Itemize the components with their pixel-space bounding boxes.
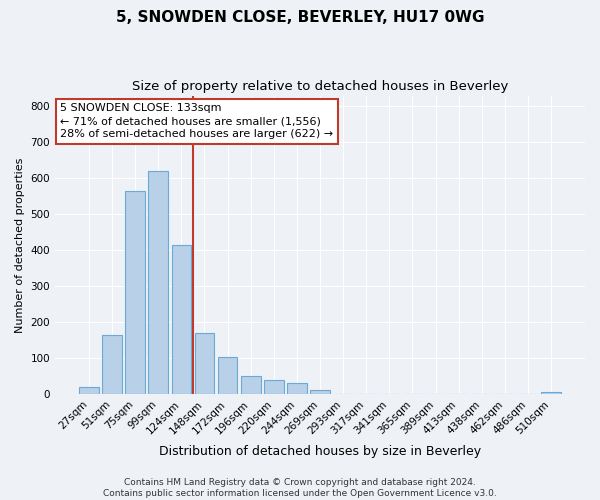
Bar xyxy=(241,376,260,394)
Title: Size of property relative to detached houses in Beverley: Size of property relative to detached ho… xyxy=(132,80,508,93)
Bar xyxy=(541,392,561,394)
Bar xyxy=(79,387,99,394)
Bar xyxy=(310,390,330,394)
Bar xyxy=(287,382,307,394)
Bar xyxy=(125,191,145,394)
Bar xyxy=(102,335,122,394)
Bar xyxy=(264,380,284,394)
Y-axis label: Number of detached properties: Number of detached properties xyxy=(15,158,25,332)
Text: Contains HM Land Registry data © Crown copyright and database right 2024.
Contai: Contains HM Land Registry data © Crown c… xyxy=(103,478,497,498)
Bar xyxy=(172,245,191,394)
X-axis label: Distribution of detached houses by size in Beverley: Distribution of detached houses by size … xyxy=(159,444,481,458)
Bar xyxy=(194,333,214,394)
Text: 5 SNOWDEN CLOSE: 133sqm
← 71% of detached houses are smaller (1,556)
28% of semi: 5 SNOWDEN CLOSE: 133sqm ← 71% of detache… xyxy=(61,103,334,140)
Bar xyxy=(218,358,238,395)
Text: 5, SNOWDEN CLOSE, BEVERLEY, HU17 0WG: 5, SNOWDEN CLOSE, BEVERLEY, HU17 0WG xyxy=(116,10,484,25)
Bar xyxy=(148,171,168,394)
